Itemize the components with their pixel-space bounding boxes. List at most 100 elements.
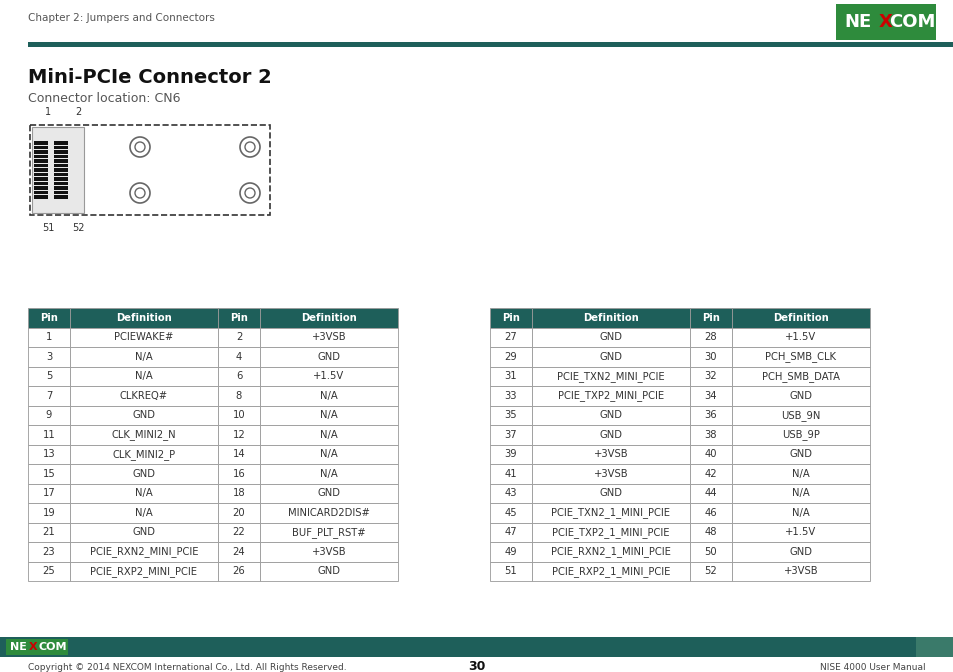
Bar bbox=[731, 562, 869, 581]
Text: GND: GND bbox=[317, 489, 340, 498]
Text: 44: 44 bbox=[704, 489, 717, 498]
Bar bbox=[731, 425, 869, 444]
Text: 37: 37 bbox=[504, 430, 517, 439]
Bar bbox=[28, 464, 70, 483]
Text: COM: COM bbox=[888, 13, 934, 31]
Text: NE: NE bbox=[843, 13, 871, 31]
Text: 33: 33 bbox=[504, 390, 517, 401]
Bar bbox=[731, 347, 869, 366]
Bar bbox=[34, 168, 48, 172]
Text: 51: 51 bbox=[504, 566, 517, 577]
Bar bbox=[70, 405, 218, 425]
Bar bbox=[532, 366, 689, 386]
Bar bbox=[915, 637, 953, 657]
Text: N/A: N/A bbox=[320, 469, 337, 478]
Bar bbox=[260, 464, 397, 483]
Bar bbox=[532, 347, 689, 366]
Bar bbox=[218, 444, 260, 464]
Text: 26: 26 bbox=[233, 566, 245, 577]
Bar bbox=[490, 366, 532, 386]
Bar bbox=[490, 562, 532, 581]
Bar bbox=[689, 503, 731, 523]
Bar bbox=[490, 425, 532, 444]
Text: N/A: N/A bbox=[791, 508, 809, 517]
Bar bbox=[218, 366, 260, 386]
Text: PCH_SMB_DATA: PCH_SMB_DATA bbox=[761, 371, 840, 382]
Bar bbox=[34, 191, 48, 194]
Text: GND: GND bbox=[789, 547, 812, 556]
Text: 1: 1 bbox=[45, 107, 51, 117]
Text: Pin: Pin bbox=[501, 312, 519, 323]
Bar bbox=[260, 542, 397, 562]
Text: PCIE_RXP2_1_MINI_PCIE: PCIE_RXP2_1_MINI_PCIE bbox=[551, 566, 670, 577]
Text: 13: 13 bbox=[43, 450, 55, 459]
Bar bbox=[34, 159, 48, 163]
Bar bbox=[532, 503, 689, 523]
Text: GND: GND bbox=[598, 332, 622, 342]
Bar bbox=[54, 159, 68, 163]
Bar bbox=[260, 405, 397, 425]
Bar bbox=[490, 503, 532, 523]
Bar bbox=[54, 146, 68, 149]
Bar bbox=[70, 366, 218, 386]
Bar bbox=[731, 503, 869, 523]
Bar bbox=[218, 523, 260, 542]
Bar bbox=[70, 483, 218, 503]
Bar bbox=[218, 386, 260, 405]
Text: X: X bbox=[29, 642, 37, 652]
Text: N/A: N/A bbox=[135, 508, 152, 517]
Text: Pin: Pin bbox=[230, 312, 248, 323]
Text: GND: GND bbox=[132, 528, 155, 537]
Text: CLK_MINI2_P: CLK_MINI2_P bbox=[112, 449, 175, 460]
Text: PCIE_RXN2_MINI_PCIE: PCIE_RXN2_MINI_PCIE bbox=[90, 546, 198, 557]
Text: 38: 38 bbox=[704, 430, 717, 439]
Bar bbox=[532, 405, 689, 425]
Text: 42: 42 bbox=[704, 469, 717, 478]
Bar bbox=[689, 483, 731, 503]
Bar bbox=[731, 386, 869, 405]
Bar bbox=[532, 464, 689, 483]
Text: 10: 10 bbox=[233, 410, 245, 420]
Bar bbox=[54, 191, 68, 194]
Bar bbox=[532, 425, 689, 444]
Text: Definition: Definition bbox=[772, 312, 828, 323]
Text: Connector location: CN6: Connector location: CN6 bbox=[28, 92, 180, 105]
Bar bbox=[490, 444, 532, 464]
Text: 29: 29 bbox=[504, 351, 517, 362]
Bar bbox=[532, 327, 689, 347]
Bar bbox=[689, 308, 731, 327]
Bar bbox=[260, 425, 397, 444]
Bar bbox=[70, 503, 218, 523]
Bar bbox=[532, 542, 689, 562]
Bar bbox=[54, 173, 68, 176]
Bar bbox=[218, 327, 260, 347]
Text: GND: GND bbox=[317, 566, 340, 577]
Bar bbox=[532, 483, 689, 503]
Bar bbox=[218, 405, 260, 425]
Bar bbox=[731, 405, 869, 425]
Text: 25: 25 bbox=[43, 566, 55, 577]
Text: N/A: N/A bbox=[791, 469, 809, 478]
Text: 34: 34 bbox=[704, 390, 717, 401]
Bar bbox=[70, 523, 218, 542]
Bar bbox=[70, 542, 218, 562]
Bar bbox=[731, 542, 869, 562]
Text: GND: GND bbox=[317, 351, 340, 362]
Bar bbox=[34, 173, 48, 176]
Text: 3: 3 bbox=[46, 351, 52, 362]
Bar bbox=[34, 164, 48, 167]
Text: 35: 35 bbox=[504, 410, 517, 420]
Text: PCIE_TXP2_MINI_PCIE: PCIE_TXP2_MINI_PCIE bbox=[558, 390, 663, 401]
Text: PCIEWAKE#: PCIEWAKE# bbox=[114, 332, 173, 342]
Bar bbox=[731, 308, 869, 327]
Text: X: X bbox=[878, 13, 892, 31]
Text: 17: 17 bbox=[43, 489, 55, 498]
Text: PCIE_TXN2_1_MINI_PCIE: PCIE_TXN2_1_MINI_PCIE bbox=[551, 507, 670, 518]
Bar bbox=[34, 186, 48, 190]
Text: BUF_PLT_RST#: BUF_PLT_RST# bbox=[292, 527, 365, 538]
Text: +1.5V: +1.5V bbox=[784, 332, 816, 342]
Text: Pin: Pin bbox=[701, 312, 720, 323]
Text: 48: 48 bbox=[704, 528, 717, 537]
Bar bbox=[260, 503, 397, 523]
Text: GND: GND bbox=[789, 390, 812, 401]
